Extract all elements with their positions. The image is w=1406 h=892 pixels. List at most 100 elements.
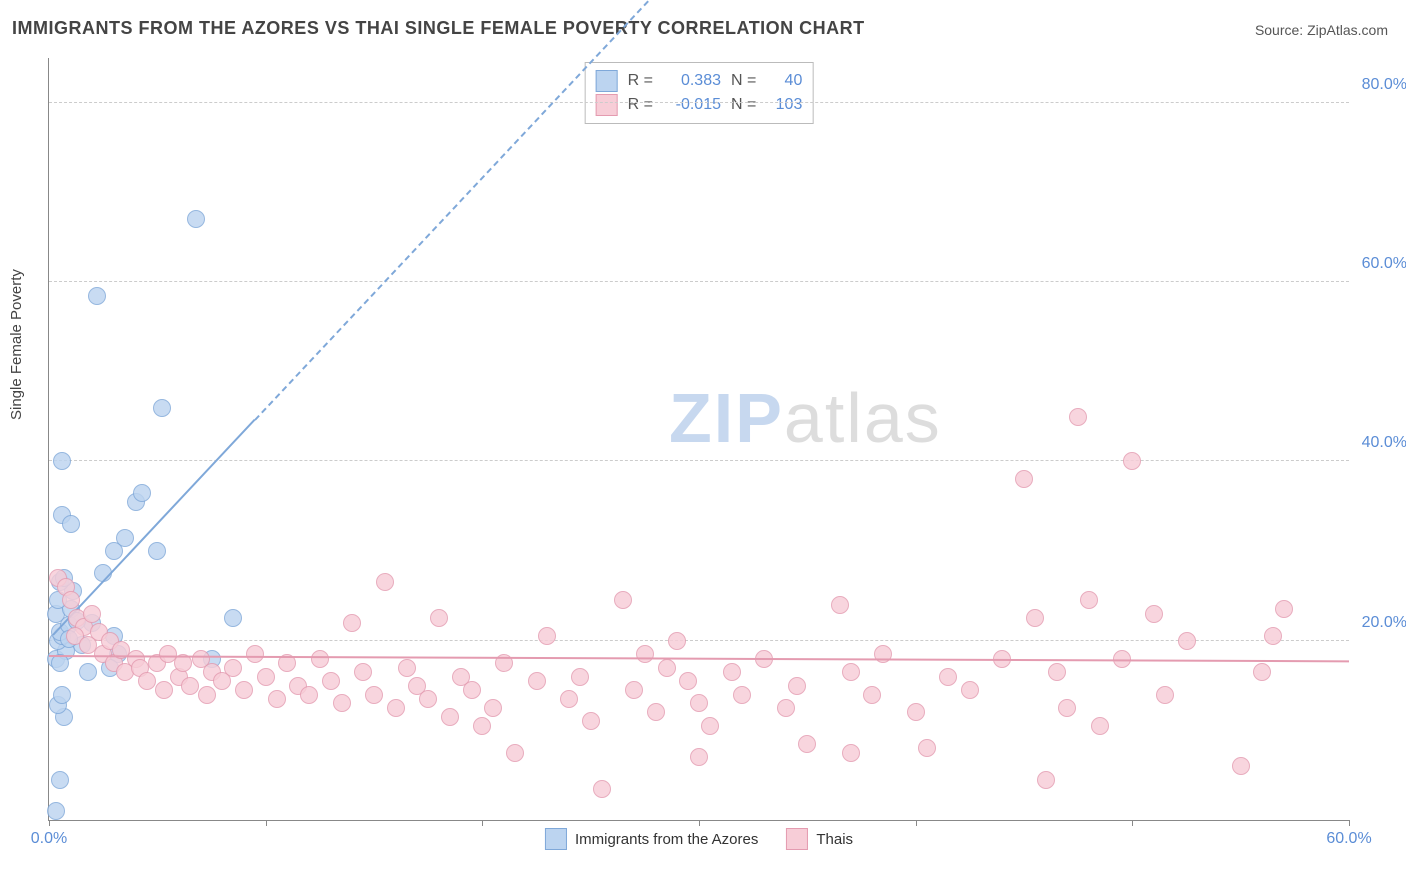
data-point <box>961 681 979 699</box>
trend-line <box>53 419 256 636</box>
legend-swatch <box>786 828 808 850</box>
legend-swatch <box>596 70 618 92</box>
data-point <box>53 452 71 470</box>
legend-item: Immigrants from the Azores <box>545 828 758 850</box>
data-point <box>1264 627 1282 645</box>
watermark-atlas: atlas <box>784 379 942 457</box>
data-point <box>1058 699 1076 717</box>
chart-title: IMMIGRANTS FROM THE AZORES VS THAI SINGL… <box>12 18 865 39</box>
data-point <box>51 771 69 789</box>
plot-area: ZIPatlas R =0.383N =40R =-0.015N =103 Im… <box>48 58 1349 821</box>
data-point <box>506 744 524 762</box>
data-point <box>1080 591 1098 609</box>
data-point <box>733 686 751 704</box>
data-point <box>148 542 166 560</box>
data-point <box>257 668 275 686</box>
x-tick <box>266 820 267 826</box>
data-point <box>831 596 849 614</box>
data-point <box>354 663 372 681</box>
data-point <box>1145 605 1163 623</box>
data-point <box>593 780 611 798</box>
data-point <box>723 663 741 681</box>
legend-n-label: N = <box>731 69 756 93</box>
data-point <box>47 802 65 820</box>
data-point <box>62 591 80 609</box>
data-point <box>484 699 502 717</box>
data-point <box>398 659 416 677</box>
data-point <box>187 210 205 228</box>
gridline <box>49 281 1349 282</box>
data-point <box>79 663 97 681</box>
data-point <box>181 677 199 695</box>
data-point <box>430 609 448 627</box>
data-point <box>560 690 578 708</box>
watermark-zip: ZIP <box>669 379 784 457</box>
watermark: ZIPatlas <box>669 378 942 458</box>
data-point <box>788 677 806 695</box>
legend-n-value: 103 <box>766 93 802 117</box>
data-point <box>690 748 708 766</box>
data-point <box>473 717 491 735</box>
data-point <box>343 614 361 632</box>
data-point <box>333 694 351 712</box>
data-point <box>636 645 654 663</box>
gridline <box>49 460 1349 461</box>
data-point <box>322 672 340 690</box>
data-point <box>376 573 394 591</box>
data-point <box>863 686 881 704</box>
data-point <box>1037 771 1055 789</box>
data-point <box>441 708 459 726</box>
x-tick <box>1349 820 1350 826</box>
data-point <box>690 694 708 712</box>
data-point <box>571 668 589 686</box>
y-tick-label: 80.0% <box>1362 76 1406 94</box>
legend-r-label: R = <box>628 69 653 93</box>
data-point <box>53 686 71 704</box>
data-point <box>1048 663 1066 681</box>
data-point <box>842 744 860 762</box>
data-point <box>1232 757 1250 775</box>
source-label: Source: ZipAtlas.com <box>1255 22 1388 38</box>
data-point <box>647 703 665 721</box>
data-point <box>582 712 600 730</box>
legend-series-label: Immigrants from the Azores <box>575 831 758 848</box>
data-point <box>224 659 242 677</box>
data-point <box>133 484 151 502</box>
legend-r-value: -0.015 <box>663 93 721 117</box>
data-point <box>62 515 80 533</box>
x-tick <box>699 820 700 826</box>
y-axis-label: Single Female Poverty <box>8 269 25 420</box>
data-point <box>538 627 556 645</box>
data-point <box>842 663 860 681</box>
data-point <box>658 659 676 677</box>
data-point <box>246 645 264 663</box>
legend-item: Thais <box>786 828 853 850</box>
data-point <box>1156 686 1174 704</box>
data-point <box>224 609 242 627</box>
data-point <box>463 681 481 699</box>
correlation-legend: R =0.383N =40R =-0.015N =103 <box>585 62 814 124</box>
data-point <box>1069 408 1087 426</box>
data-point <box>300 686 318 704</box>
data-point <box>311 650 329 668</box>
data-point <box>1015 470 1033 488</box>
legend-swatch <box>596 94 618 116</box>
data-point <box>1253 663 1271 681</box>
data-point <box>235 681 253 699</box>
data-point <box>668 632 686 650</box>
legend-series-label: Thais <box>816 831 853 848</box>
data-point <box>1026 609 1044 627</box>
series-legend: Immigrants from the Azores Thais <box>545 828 853 850</box>
data-point <box>268 690 286 708</box>
data-point <box>1091 717 1109 735</box>
x-tick <box>482 820 483 826</box>
legend-r-label: R = <box>628 93 653 117</box>
data-point <box>83 605 101 623</box>
x-tick-label: 60.0% <box>1326 830 1371 848</box>
data-point <box>777 699 795 717</box>
data-point <box>153 399 171 417</box>
x-tick-label: 0.0% <box>31 830 67 848</box>
x-tick <box>49 820 50 826</box>
data-point <box>155 681 173 699</box>
trend-line <box>49 655 1349 662</box>
